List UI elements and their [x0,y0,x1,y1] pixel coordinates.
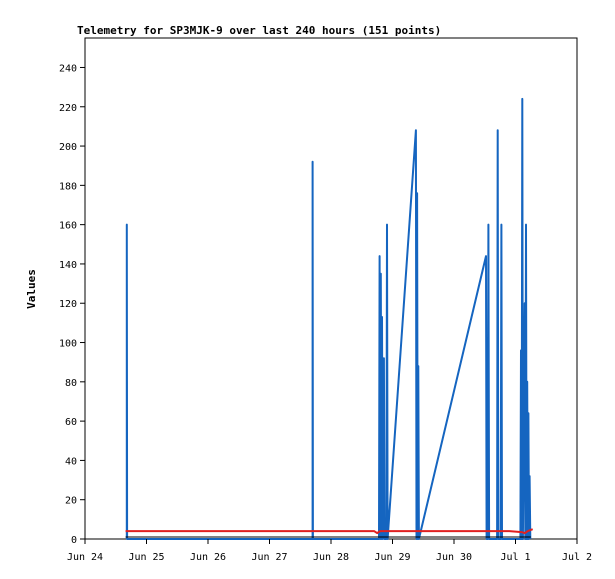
plot-area [84,37,578,540]
y-axis-label: Values [25,269,38,309]
y-axis: 0 20 40 60 80 100 120 140 160 180 200 220 240 [59,63,85,546]
chart-title: Telemetry for SP3MJK-9 over last 240 hou… [77,24,441,37]
x-tick-label: Jun 26 [190,552,226,563]
y-tick-label: 140 [59,260,77,271]
x-tick-label: Jun 24 [67,552,103,563]
y-tick-label: 200 [59,142,77,153]
y-tick-label: 120 [59,299,77,310]
y-tick-label: 20 [65,496,77,507]
x-tick-label: Jun 27 [251,552,287,563]
x-tick-label: Jul 2 [562,552,592,563]
y-tick-label: 60 [65,417,77,428]
x-tick-label: Jun 25 [128,552,164,563]
y-tick-label: 40 [65,456,77,467]
series-line-1 [125,97,532,540]
x-axis: Jun 24 Jun 25 Jun 26 Jun 27 Jun 28 Jun 29 Jun … [67,539,592,563]
series-line-2 [125,528,534,535]
y-tick-label: 180 [59,181,77,192]
x-tick-label: Jun 30 [436,552,472,563]
y-tick-label: 100 [59,339,77,350]
x-tick-label: Jul 1 [500,552,530,563]
x-tick-label: Jun 29 [374,552,410,563]
y-tick-label: 220 [59,103,77,114]
y-tick-label: 80 [65,378,77,389]
y-tick-label: 160 [59,221,77,232]
y-tick-label: 0 [71,535,77,546]
y-tick-label: 240 [59,63,77,74]
x-tick-label: Jun 28 [313,552,349,563]
series-layer [125,97,534,540]
